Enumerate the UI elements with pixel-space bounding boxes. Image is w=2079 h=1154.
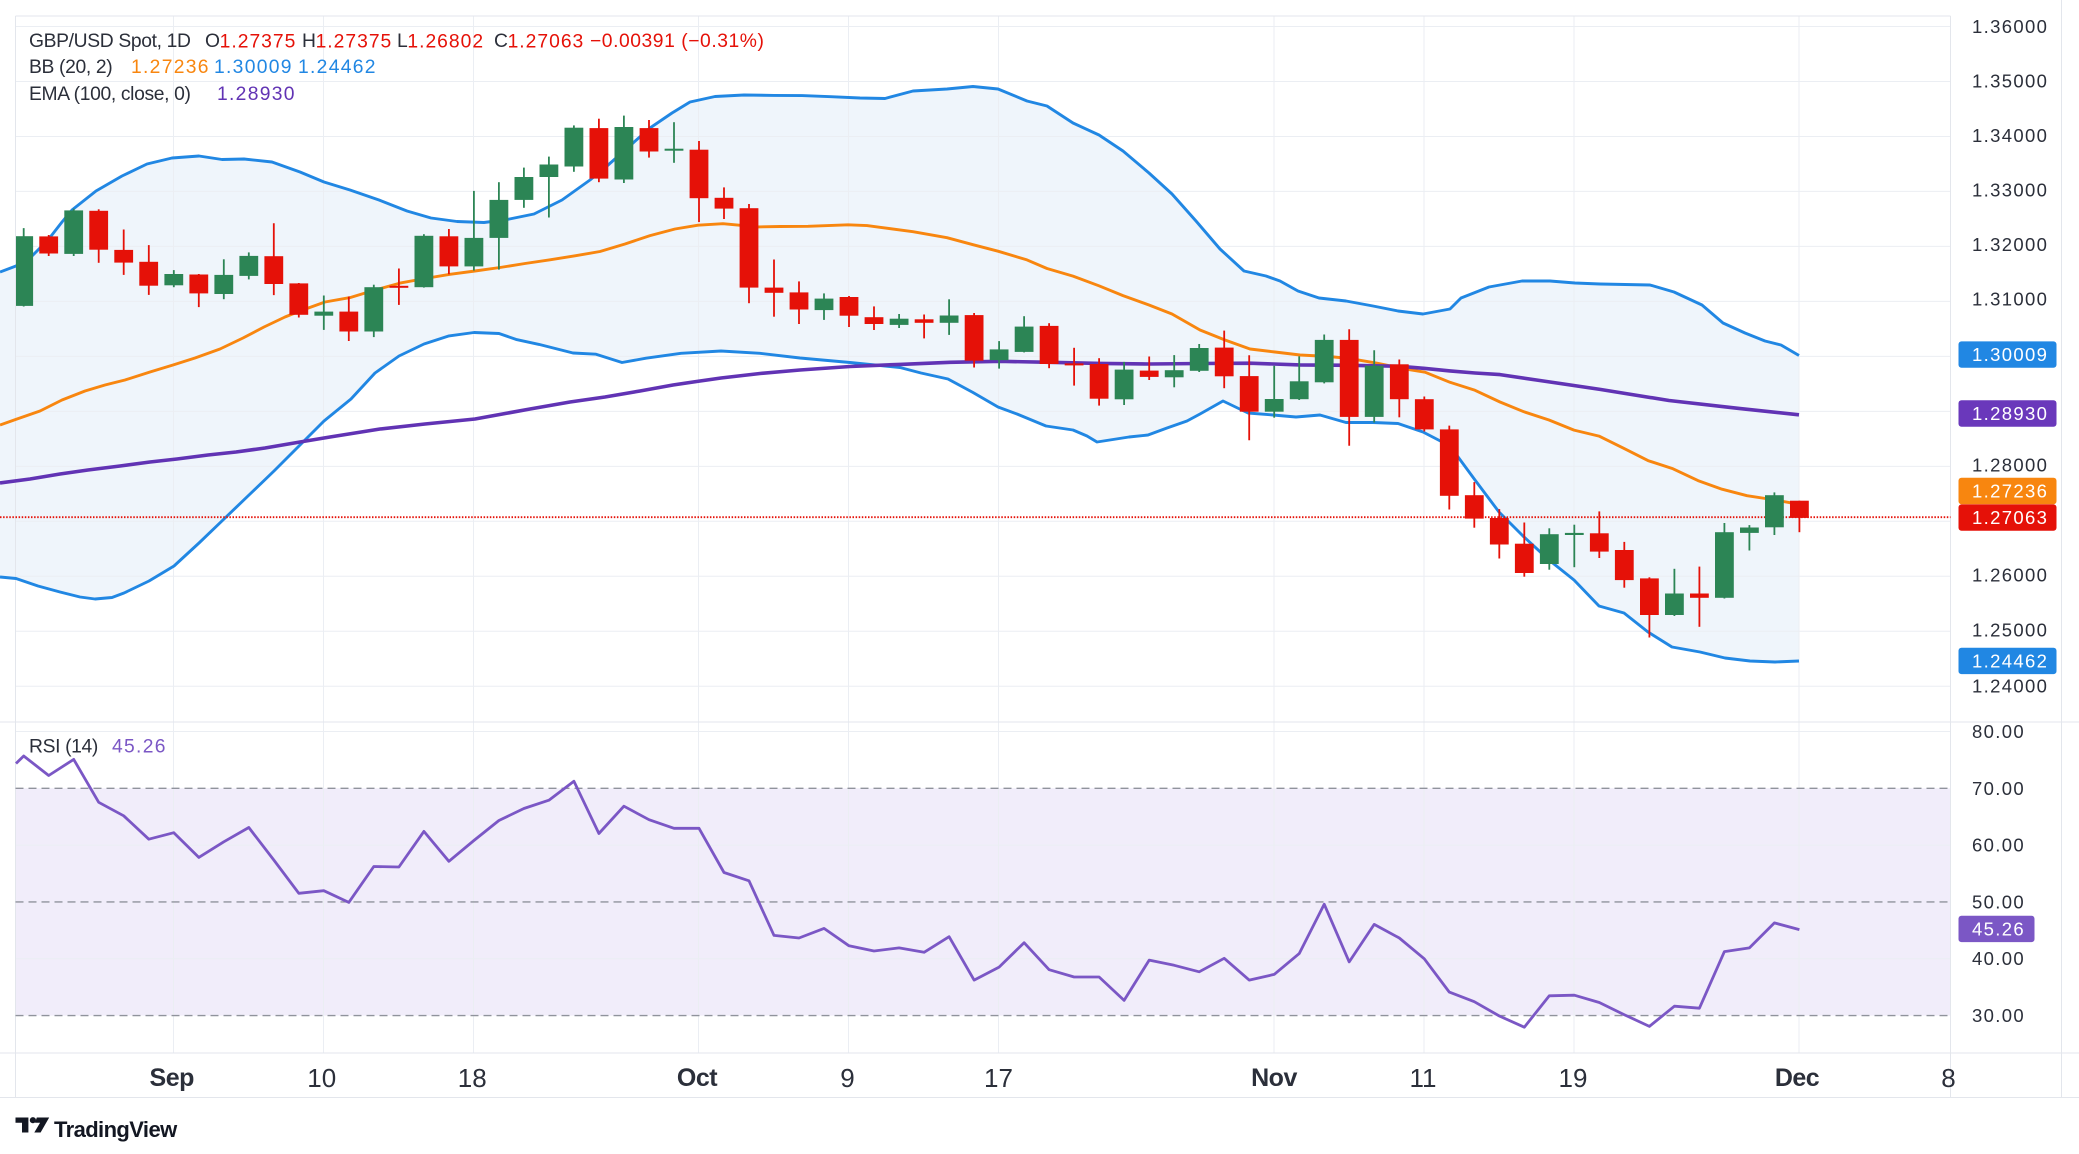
- svg-text:EMA (100, close, 0): EMA (100, close, 0): [29, 84, 191, 105]
- svg-text:−0.00391 (−0.31%): −0.00391 (−0.31%): [590, 31, 764, 52]
- svg-text:1.36000: 1.36000: [1972, 16, 2048, 37]
- svg-text:30.00: 30.00: [1972, 1005, 2025, 1026]
- svg-text:1.34000: 1.34000: [1972, 125, 2048, 146]
- svg-text:17: 17: [984, 1063, 1013, 1093]
- svg-text:45.26: 45.26: [1972, 918, 2025, 939]
- svg-text:1.28000: 1.28000: [1972, 455, 2048, 476]
- svg-text:1.30009: 1.30009: [214, 57, 293, 78]
- svg-text:1.27236: 1.27236: [1972, 481, 2048, 502]
- svg-text:11: 11: [1410, 1063, 1437, 1093]
- svg-text:Nov: Nov: [1251, 1064, 1297, 1092]
- svg-text:80.00: 80.00: [1972, 721, 2025, 742]
- svg-text:BB (20, 2): BB (20, 2): [29, 57, 112, 78]
- svg-text:10: 10: [307, 1063, 336, 1093]
- svg-text:1.30009: 1.30009: [1972, 344, 2048, 365]
- svg-text:1.32000: 1.32000: [1972, 234, 2048, 255]
- svg-text:GBP/USD Spot, 1D: GBP/USD Spot, 1D: [29, 31, 191, 52]
- svg-text:C1.27063: C1.27063: [494, 31, 584, 52]
- svg-text:Sep: Sep: [150, 1064, 195, 1092]
- svg-text:19: 19: [1559, 1063, 1588, 1093]
- svg-text:O1.27375: O1.27375: [205, 31, 296, 52]
- svg-text:45.26: 45.26: [112, 737, 167, 758]
- svg-text:1.27063: 1.27063: [1972, 507, 2048, 528]
- svg-text:9: 9: [840, 1063, 854, 1093]
- svg-text:1.24462: 1.24462: [298, 57, 377, 78]
- svg-text:1.24000: 1.24000: [1972, 676, 2048, 697]
- svg-text:1.28930: 1.28930: [1972, 403, 2048, 424]
- svg-text:Dec: Dec: [1775, 1064, 1820, 1092]
- svg-text:1.31000: 1.31000: [1972, 289, 2048, 310]
- svg-text:1.26000: 1.26000: [1972, 565, 2048, 586]
- svg-text:60.00: 60.00: [1972, 835, 2025, 856]
- svg-text:H1.27375: H1.27375: [302, 31, 392, 52]
- svg-text:50.00: 50.00: [1972, 891, 2025, 912]
- svg-text:1.25000: 1.25000: [1972, 620, 2048, 641]
- svg-text:1.35000: 1.35000: [1972, 71, 2048, 92]
- svg-text:TradingView: TradingView: [54, 1117, 178, 1142]
- svg-text:Oct: Oct: [677, 1064, 718, 1092]
- svg-text:1.33000: 1.33000: [1972, 180, 2048, 201]
- svg-text:40.00: 40.00: [1972, 948, 2025, 969]
- svg-text:L1.26802: L1.26802: [397, 31, 484, 52]
- svg-text:1.27236: 1.27236: [131, 57, 210, 78]
- svg-text:8: 8: [1941, 1063, 1955, 1093]
- svg-text:70.00: 70.00: [1972, 778, 2025, 799]
- svg-text:18: 18: [458, 1063, 487, 1093]
- svg-text:RSI (14): RSI (14): [29, 737, 98, 758]
- svg-text:1.28930: 1.28930: [217, 84, 296, 105]
- svg-text:1.24462: 1.24462: [1972, 650, 2048, 671]
